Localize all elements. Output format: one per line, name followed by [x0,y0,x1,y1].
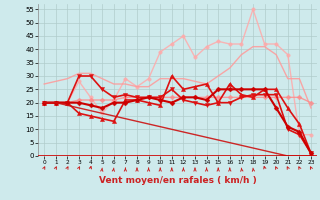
X-axis label: Vent moyen/en rafales ( km/h ): Vent moyen/en rafales ( km/h ) [99,176,256,185]
